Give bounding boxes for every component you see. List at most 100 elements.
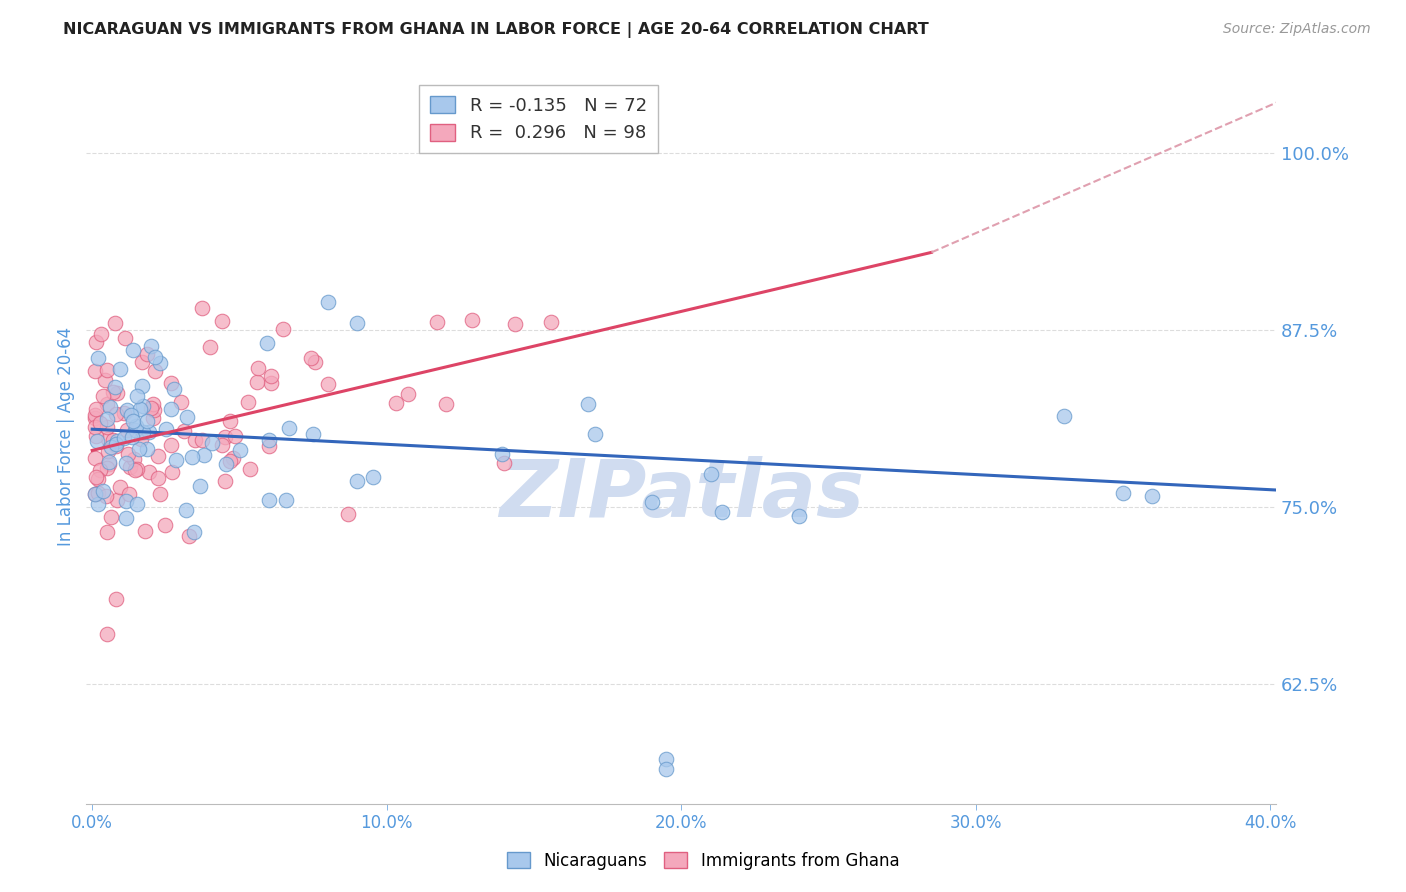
Point bbox=[173, 424, 195, 438]
Text: Source: ZipAtlas.com: Source: ZipAtlas.com bbox=[1223, 22, 1371, 37]
Point bbox=[105, 434, 128, 448]
Point bbox=[96, 419, 118, 434]
Point bbox=[84, 363, 107, 377]
Point bbox=[159, 438, 181, 452]
Point bbox=[198, 340, 221, 354]
Point bbox=[138, 425, 160, 439]
Point bbox=[97, 433, 120, 447]
Point bbox=[787, 508, 810, 523]
Point bbox=[583, 426, 606, 441]
Point bbox=[98, 458, 121, 472]
Point bbox=[219, 454, 242, 468]
Point bbox=[174, 503, 197, 517]
Point bbox=[162, 382, 184, 396]
Point bbox=[90, 327, 112, 342]
Point bbox=[148, 471, 170, 485]
Point bbox=[346, 316, 368, 330]
Point bbox=[222, 450, 245, 465]
Point bbox=[491, 447, 513, 461]
Point bbox=[135, 442, 157, 457]
Point bbox=[100, 440, 122, 454]
Point bbox=[104, 317, 127, 331]
Point bbox=[131, 379, 153, 393]
Point bbox=[191, 434, 214, 448]
Point bbox=[316, 294, 339, 309]
Point bbox=[138, 465, 160, 479]
Point bbox=[114, 511, 136, 525]
Point bbox=[655, 752, 678, 766]
Point bbox=[101, 384, 124, 399]
Point bbox=[84, 420, 107, 434]
Point bbox=[128, 442, 150, 457]
Point bbox=[108, 480, 131, 494]
Point bbox=[183, 524, 205, 539]
Point bbox=[104, 380, 127, 394]
Point bbox=[201, 435, 224, 450]
Point bbox=[120, 408, 142, 422]
Point bbox=[104, 439, 127, 453]
Point bbox=[121, 343, 143, 358]
Legend: Nicaraguans, Immigrants from Ghana: Nicaraguans, Immigrants from Ghana bbox=[501, 846, 905, 877]
Point bbox=[100, 510, 122, 524]
Point bbox=[96, 363, 118, 377]
Point bbox=[125, 389, 148, 403]
Point bbox=[271, 322, 294, 336]
Point bbox=[170, 394, 193, 409]
Point bbox=[160, 402, 183, 417]
Point bbox=[117, 402, 139, 417]
Point bbox=[346, 474, 368, 488]
Point bbox=[179, 529, 201, 543]
Point bbox=[124, 423, 146, 437]
Point bbox=[115, 456, 138, 470]
Point bbox=[246, 376, 269, 390]
Point bbox=[139, 401, 162, 416]
Point bbox=[96, 460, 118, 475]
Point bbox=[655, 762, 678, 776]
Point bbox=[160, 465, 183, 479]
Point bbox=[1053, 409, 1076, 423]
Point bbox=[211, 314, 233, 328]
Point bbox=[146, 449, 169, 463]
Point bbox=[124, 463, 146, 477]
Point bbox=[84, 487, 107, 501]
Point bbox=[215, 457, 238, 471]
Point bbox=[89, 416, 111, 430]
Point bbox=[115, 494, 138, 508]
Point bbox=[184, 433, 207, 447]
Point bbox=[160, 376, 183, 390]
Point bbox=[96, 397, 118, 411]
Point bbox=[86, 497, 108, 511]
Point bbox=[143, 351, 166, 365]
Point bbox=[84, 409, 107, 423]
Point bbox=[246, 361, 269, 376]
Point bbox=[711, 505, 734, 519]
Point bbox=[256, 335, 278, 350]
Point bbox=[101, 433, 124, 447]
Point bbox=[96, 525, 118, 540]
Point bbox=[219, 414, 242, 428]
Point bbox=[93, 388, 115, 402]
Point bbox=[180, 450, 202, 464]
Point bbox=[96, 411, 118, 425]
Point bbox=[257, 492, 280, 507]
Point bbox=[336, 507, 359, 521]
Point bbox=[176, 409, 198, 424]
Point bbox=[139, 339, 162, 353]
Point bbox=[89, 463, 111, 477]
Point bbox=[434, 397, 457, 411]
Point bbox=[191, 301, 214, 316]
Point bbox=[142, 403, 165, 417]
Point bbox=[131, 355, 153, 369]
Point bbox=[129, 401, 152, 416]
Text: ZIPatlas: ZIPatlas bbox=[499, 456, 863, 534]
Point bbox=[122, 414, 145, 428]
Point bbox=[108, 361, 131, 376]
Point bbox=[143, 364, 166, 378]
Point bbox=[361, 470, 384, 484]
Point bbox=[107, 492, 129, 507]
Point bbox=[149, 486, 172, 500]
Text: NICARAGUAN VS IMMIGRANTS FROM GHANA IN LABOR FORCE | AGE 20-64 CORRELATION CHART: NICARAGUAN VS IMMIGRANTS FROM GHANA IN L… bbox=[63, 22, 929, 38]
Legend: R = -0.135   N = 72, R =  0.296   N = 98: R = -0.135 N = 72, R = 0.296 N = 98 bbox=[419, 85, 658, 153]
Point bbox=[118, 460, 141, 475]
Point bbox=[112, 406, 135, 420]
